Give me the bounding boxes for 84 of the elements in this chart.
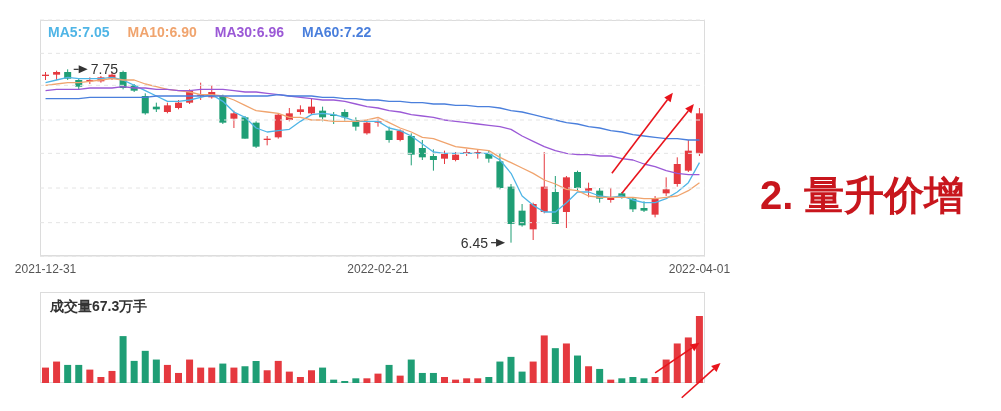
bar xyxy=(341,380,349,383)
annotation: 6.45 xyxy=(460,234,489,251)
bar xyxy=(452,379,460,383)
bar xyxy=(53,361,61,383)
bar xyxy=(551,348,559,383)
bar xyxy=(296,376,304,383)
text: MA60:7.22 xyxy=(302,24,372,40)
bar xyxy=(640,378,648,383)
bar xyxy=(618,378,626,383)
bar xyxy=(385,364,393,383)
chart-title: 成交量67.3万手 xyxy=(50,298,148,316)
text: 2. 量升价增 xyxy=(760,172,965,219)
text: MA30:6.96 xyxy=(214,24,284,40)
bar xyxy=(518,371,526,383)
bar xyxy=(197,367,205,383)
candlestick xyxy=(418,139,426,161)
candlestick xyxy=(230,110,238,129)
bar xyxy=(330,379,338,383)
bar xyxy=(540,335,548,383)
bar xyxy=(396,375,404,383)
bar xyxy=(75,364,83,383)
bar xyxy=(507,356,515,383)
x-tick-label: 2021-12-31 xyxy=(14,261,77,276)
bar xyxy=(252,360,260,383)
bar xyxy=(263,370,271,383)
bar xyxy=(585,366,593,383)
bar xyxy=(607,379,615,383)
bar xyxy=(64,364,72,383)
bar xyxy=(574,355,581,383)
bar xyxy=(241,366,249,383)
candlestick xyxy=(241,115,249,140)
candlestick xyxy=(407,132,415,166)
bar xyxy=(130,360,138,383)
bar xyxy=(97,376,105,383)
bar xyxy=(230,367,238,383)
bar xyxy=(208,367,216,383)
bar xyxy=(418,372,426,383)
annotation: 7.75 xyxy=(90,61,119,78)
bar xyxy=(684,337,692,383)
bar xyxy=(374,373,382,383)
bar xyxy=(141,350,149,383)
bar xyxy=(175,372,182,383)
bar xyxy=(308,370,315,383)
bar xyxy=(441,376,448,383)
bar xyxy=(319,367,327,383)
bar xyxy=(285,371,293,383)
bar xyxy=(629,376,637,383)
candlestick xyxy=(518,203,526,228)
candlestick xyxy=(252,120,260,149)
text: MA10:6.90 xyxy=(127,24,197,40)
bar xyxy=(651,376,659,383)
bar xyxy=(662,359,670,383)
bar xyxy=(274,360,282,383)
bar xyxy=(352,378,360,383)
bar xyxy=(529,361,537,383)
candlestick xyxy=(673,156,681,188)
bar xyxy=(186,359,194,383)
candlestick xyxy=(141,92,149,116)
text: MA5:7.05 xyxy=(48,24,110,40)
bar xyxy=(429,372,437,383)
bar xyxy=(596,368,604,383)
bar xyxy=(562,343,570,383)
bar xyxy=(152,359,160,383)
candlestick xyxy=(640,200,648,213)
bar xyxy=(673,343,681,383)
bar xyxy=(119,336,127,383)
x-tick-label: 2022-02-21 xyxy=(347,261,410,276)
bar xyxy=(163,364,171,383)
bar xyxy=(108,370,116,383)
bar xyxy=(86,369,94,383)
bar xyxy=(463,378,471,383)
bar xyxy=(219,363,227,383)
bar xyxy=(496,361,504,383)
candlestick xyxy=(662,176,670,197)
bar xyxy=(407,359,415,383)
candlestick xyxy=(651,195,659,218)
bar xyxy=(485,376,493,383)
candlestick xyxy=(574,170,581,192)
candlestick xyxy=(684,139,692,173)
bar xyxy=(363,378,371,383)
bar xyxy=(42,367,49,383)
x-tick-label: 2022-04-01 xyxy=(668,261,731,276)
bar xyxy=(474,378,482,383)
candlestick xyxy=(429,148,437,172)
